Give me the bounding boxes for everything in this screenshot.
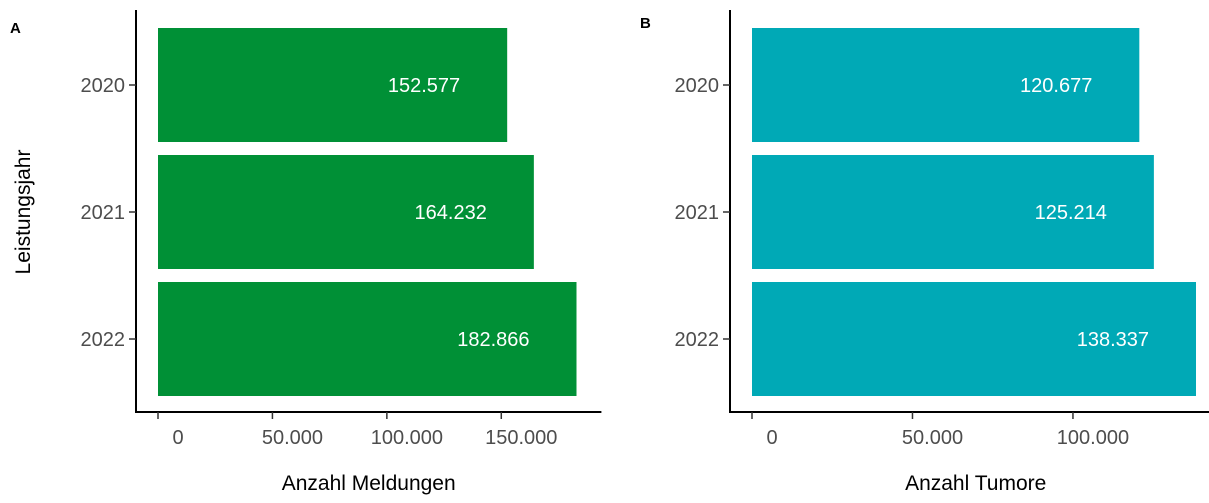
bar-2022 [158,282,577,396]
bar-2020 [158,28,508,142]
panel-tag: B [640,15,651,32]
bar-2022 [752,282,1196,396]
x-tick-label-2: 100.000 [371,427,443,449]
y-axis-title: Leistungsjahr [12,150,35,275]
bar-2021 [752,155,1154,269]
x-tick-label-1: 50.000 [902,427,963,449]
panel-a: A 152.577 164.232 182.866 2020 2021 2022 0 50.00… [10,10,602,495]
bar-2021 [158,155,534,269]
x-tick-label-1: 50.000 [262,427,323,449]
y-tick-label-2020: 2020 [81,75,126,97]
y-tick-label-2021: 2021 [81,202,126,224]
bar-value-label-2022: 182.866 [457,329,529,351]
bar-value-label-2021: 164.232 [415,202,487,224]
bar-value-label-2020: 152.577 [388,75,460,97]
x-tick-label-3: 150.000 [485,427,557,449]
x-tick-label-0: 0 [766,427,777,449]
x-tick-label-0: 0 [172,427,183,449]
panel-b: B 120.677 125.214 138.337 2020 2021 2022 0 50.00… [640,10,1209,495]
y-tick-label-2022: 2022 [81,329,126,351]
x-tick-label-2: 100.000 [1057,427,1129,449]
x-axis-title: Anzahl Meldungen [282,472,456,495]
bar-value-label-2021: 125.214 [1035,202,1107,224]
bar-value-label-2020: 120.677 [1020,75,1092,97]
panel-tag: A [10,20,21,37]
y-tick-label-2021: 2021 [675,202,720,224]
y-tick-label-2022: 2022 [675,329,720,351]
bar-2020 [752,28,1140,142]
x-axis-title: Anzahl Tumore [905,472,1046,495]
y-tick-label-2020: 2020 [675,75,720,97]
bar-value-label-2022: 138.337 [1077,329,1149,351]
